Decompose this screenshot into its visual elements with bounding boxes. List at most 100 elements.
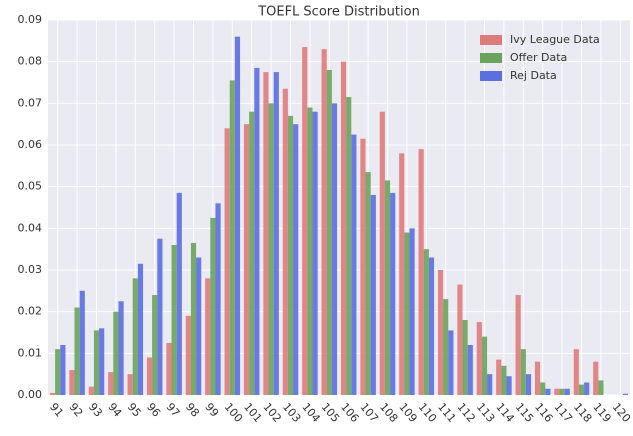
bar: [215, 203, 221, 395]
bar: [176, 192, 182, 395]
bar: [171, 245, 177, 395]
bar: [467, 345, 473, 395]
bar: [99, 328, 105, 395]
bar: [243, 124, 250, 396]
bar: [351, 134, 357, 396]
bar: [49, 392, 56, 395]
x-tick-label: 114: [493, 401, 516, 425]
bar: [437, 270, 444, 395]
legend-label: Rej Data: [510, 69, 557, 82]
x-tick-label: 97: [164, 401, 183, 420]
bar: [137, 263, 144, 395]
bar: [384, 180, 391, 395]
bar: [60, 345, 66, 395]
bar: [360, 138, 366, 395]
bar: [326, 70, 332, 395]
y-tick-label: 0.07: [18, 96, 43, 109]
bar: [525, 374, 532, 395]
bar: [118, 301, 124, 395]
x-tick-label: 101: [241, 401, 264, 425]
y-tick-label: 0.08: [18, 55, 43, 68]
bar: [93, 330, 100, 395]
bar: [273, 72, 279, 395]
bar: [462, 320, 468, 395]
bar: [476, 322, 482, 395]
bar: [321, 49, 327, 396]
x-tick-label: 100: [222, 401, 245, 425]
x-tick-label: 96: [144, 401, 163, 420]
legend-label: Ivy League Data: [510, 33, 600, 46]
bar: [428, 257, 435, 395]
y-tick-label: 0.01: [18, 346, 43, 359]
bar: [409, 228, 415, 395]
legend-swatch: [480, 53, 502, 63]
bar: [448, 330, 454, 395]
legend-swatch: [480, 71, 502, 81]
bar: [554, 388, 560, 395]
bar: [127, 374, 133, 395]
bar: [534, 361, 541, 395]
bar: [287, 115, 294, 395]
x-tick-label: 104: [299, 401, 322, 425]
bar: [370, 195, 376, 395]
x-tick-label: 95: [125, 401, 144, 420]
bar: [520, 349, 526, 395]
bar: [423, 249, 429, 395]
bar: [249, 111, 255, 396]
bar: [88, 386, 94, 395]
bar: [564, 388, 570, 395]
x-tick-label: 94: [105, 401, 124, 420]
bar: [224, 128, 230, 396]
bar: [312, 111, 318, 396]
bar: [457, 284, 463, 395]
bar: [390, 192, 396, 395]
bar: [210, 217, 216, 395]
y-tick-label: 0.05: [18, 180, 43, 193]
x-tick-label: 99: [202, 401, 221, 420]
bar: [307, 107, 313, 395]
x-tick-label: 115: [513, 401, 536, 425]
bar: [545, 388, 551, 395]
bar: [157, 238, 163, 395]
bar: [622, 393, 629, 395]
bar: [79, 290, 85, 395]
x-tick-label: 105: [319, 401, 342, 425]
x-tick-label: 111: [435, 401, 458, 425]
bar: [146, 357, 153, 395]
x-tick-label: 120: [610, 401, 633, 425]
bar: [573, 349, 579, 395]
plot-area: [48, 20, 630, 395]
bar: [282, 88, 288, 395]
x-tick-label: 110: [416, 401, 439, 425]
legend-swatch: [480, 35, 502, 45]
bar: [152, 295, 158, 395]
y-tick-label: 0.04: [18, 221, 43, 234]
bar: [293, 124, 299, 396]
bar: [190, 242, 197, 395]
bar: [55, 349, 61, 395]
bar: [229, 80, 235, 396]
x-tick-label: 102: [261, 401, 284, 425]
x-tick-label: 117: [552, 401, 575, 425]
x-tick-label: 119: [590, 401, 613, 425]
chart-title: TOEFL Score Distribution: [257, 5, 420, 20]
bar: [254, 67, 260, 396]
bar: [234, 36, 241, 396]
bar: [346, 97, 352, 395]
x-tick-label: 98: [183, 401, 202, 420]
x-tick-label: 116: [532, 401, 555, 425]
bar: [578, 384, 585, 395]
y-tick-label: 0.03: [18, 263, 43, 276]
legend-label: Offer Data: [510, 51, 567, 64]
bar: [540, 382, 546, 395]
bar: [487, 374, 493, 395]
bar: [404, 232, 410, 395]
bar: [598, 380, 604, 395]
bar: [443, 299, 449, 395]
x-tick-label: 93: [86, 401, 105, 420]
x-tick-label: 91: [47, 401, 66, 420]
bar: [365, 172, 371, 395]
bar: [501, 365, 507, 395]
x-tick-label: 118: [571, 401, 594, 425]
